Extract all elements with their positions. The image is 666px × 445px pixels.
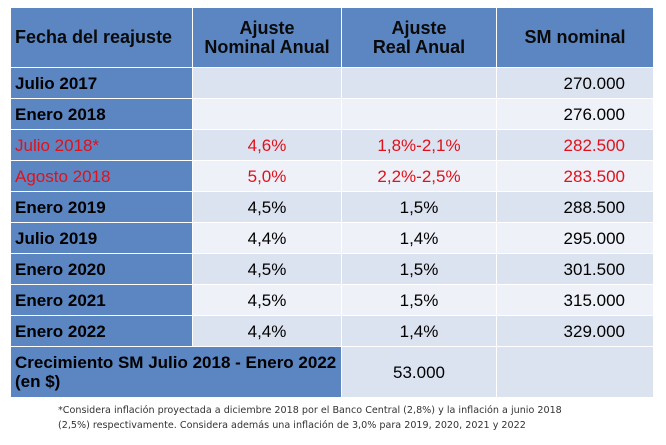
row-sm: 283.500: [496, 160, 654, 192]
header-row: Fecha del reajuste Ajuste Nominal Anual …: [10, 7, 654, 68]
total-empty-cell: [496, 346, 654, 398]
row-nominal: 4,6%: [192, 129, 342, 161]
header-real-line1: Ajuste: [391, 17, 447, 38]
header-nominal-line2: Nominal Anual: [204, 36, 330, 57]
table-row-highlight: Julio 2018* 4,6% 1,8%-2,1% 282.500: [10, 129, 654, 161]
row-sm: 329.000: [496, 315, 654, 347]
row-real: 1,5%: [341, 191, 497, 223]
row-real: 1,5%: [341, 284, 497, 316]
header-real: Ajuste Real Anual: [341, 7, 497, 68]
row-nominal: 4,4%: [192, 222, 342, 254]
row-real: [341, 98, 497, 130]
row-sm: 276.000: [496, 98, 654, 130]
total-label: Crecimiento SM Julio 2018 - Enero 2022 (…: [10, 346, 342, 398]
row-sm: 295.000: [496, 222, 654, 254]
header-nominal: Ajuste Nominal Anual: [192, 7, 342, 68]
row-nominal: 4,5%: [192, 284, 342, 316]
row-sm: 270.000: [496, 67, 654, 99]
row-real: 1,4%: [341, 315, 497, 347]
row-real: 1,8%-2,1%: [341, 129, 497, 161]
row-nominal: [192, 67, 342, 99]
row-nominal: [192, 98, 342, 130]
row-fecha: Agosto 2018: [10, 160, 193, 192]
total-row: Crecimiento SM Julio 2018 - Enero 2022 (…: [10, 346, 654, 398]
row-real: 2,2%-2,5%: [341, 160, 497, 192]
row-sm: 301.500: [496, 253, 654, 285]
footnote-line2: (2,5%) respectivamente. Considera además…: [58, 420, 526, 431]
row-sm: 282.500: [496, 129, 654, 161]
table-row: Julio 2017 270.000: [10, 67, 654, 99]
row-fecha: Enero 2021: [10, 284, 193, 316]
table-row: Julio 2019 4,4% 1,4% 295.000: [10, 222, 654, 254]
row-nominal: 4,5%: [192, 253, 342, 285]
row-nominal: 5,0%: [192, 160, 342, 192]
total-value: 53.000: [341, 346, 497, 398]
row-nominal: 4,5%: [192, 191, 342, 223]
row-fecha: Julio 2017: [10, 67, 193, 99]
row-real: 1,4%: [341, 222, 497, 254]
row-fecha: Enero 2020: [10, 253, 193, 285]
header-nominal-line1: Ajuste: [239, 17, 295, 38]
row-sm: 288.500: [496, 191, 654, 223]
table-row-highlight: Agosto 2018 5,0% 2,2%-2,5% 283.500: [10, 160, 654, 192]
table-row: Enero 2019 4,5% 1,5% 288.500: [10, 191, 654, 223]
header-real-line2: Real Anual: [372, 36, 466, 57]
row-fecha: Enero 2018: [10, 98, 193, 130]
row-fecha: Julio 2018*: [10, 129, 193, 161]
row-real: [341, 67, 497, 99]
row-real: 1,5%: [341, 253, 497, 285]
footnote: *Considera inflación proyectada a diciem…: [58, 403, 638, 433]
row-nominal: 4,4%: [192, 315, 342, 347]
header-sm: SM nominal: [496, 7, 654, 68]
minimum-wage-table: Fecha del reajuste Ajuste Nominal Anual …: [10, 7, 654, 398]
table-row: Enero 2020 4,5% 1,5% 301.500: [10, 253, 654, 285]
row-fecha: Julio 2019: [10, 222, 193, 254]
footnote-line1: *Considera inflación proyectada a diciem…: [58, 405, 562, 416]
row-fecha: Enero 2019: [10, 191, 193, 223]
table-row: Enero 2021 4,5% 1,5% 315.000: [10, 284, 654, 316]
row-fecha: Enero 2022: [10, 315, 193, 347]
table-row: Enero 2018 276.000: [10, 98, 654, 130]
header-fecha: Fecha del reajuste: [10, 7, 193, 68]
row-sm: 315.000: [496, 284, 654, 316]
table-row: Enero 2022 4,4% 1,4% 329.000: [10, 315, 654, 347]
